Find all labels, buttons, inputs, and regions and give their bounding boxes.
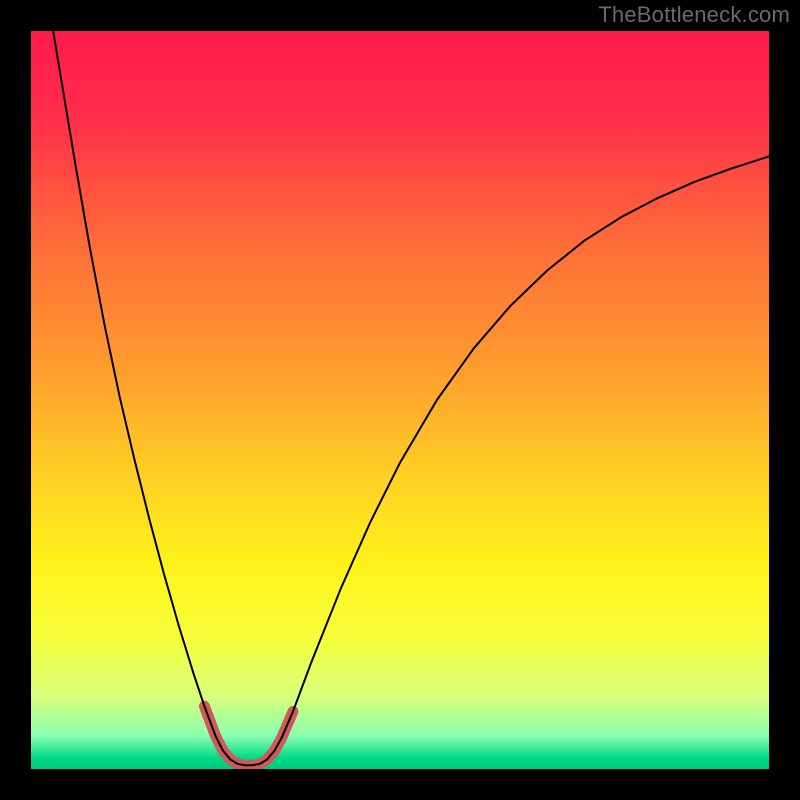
plot-gradient-background (31, 31, 769, 769)
watermark-text: TheBottleneck.com (598, 2, 790, 28)
bottleneck-chart (0, 0, 800, 800)
